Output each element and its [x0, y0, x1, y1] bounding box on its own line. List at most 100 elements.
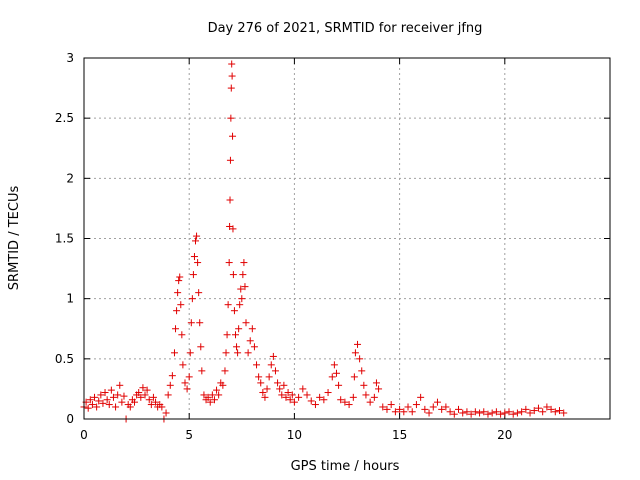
data-point: [257, 379, 265, 387]
data-point: [417, 393, 425, 401]
y-tick-label: 1: [66, 292, 74, 306]
data-point: [158, 403, 166, 411]
data-point: [101, 389, 109, 397]
data-point: [442, 403, 450, 411]
data-point: [455, 405, 463, 413]
data-point: [539, 408, 547, 416]
data-point: [438, 405, 446, 413]
data-point: [328, 373, 336, 381]
data-point: [480, 408, 488, 416]
y-axis-label: SRMTID / TECUs: [7, 186, 22, 291]
grid-lines: [84, 58, 610, 419]
data-point: [429, 403, 437, 411]
data-point: [288, 391, 296, 399]
data-point: [190, 253, 198, 261]
data-point: [99, 399, 107, 407]
data-point: [307, 397, 315, 405]
x-tick-label: 15: [392, 428, 407, 442]
data-point: [172, 325, 180, 333]
data-point: [206, 398, 214, 406]
data-point: [543, 403, 551, 411]
data-point: [197, 343, 205, 351]
data-point: [229, 271, 237, 279]
data-point: [143, 386, 151, 394]
data-point: [372, 379, 380, 387]
data-point: [253, 361, 261, 369]
data-point: [236, 301, 244, 309]
data-point: [366, 398, 374, 406]
data-point: [192, 237, 200, 245]
data-point: [261, 393, 269, 401]
x-tick-label: 0: [80, 428, 88, 442]
data-point: [118, 398, 126, 406]
x-axis-label: GPS time / hours: [291, 459, 400, 474]
data-point: [332, 369, 340, 377]
data-point: [194, 259, 202, 267]
data-point: [210, 396, 218, 404]
data-point: [471, 408, 479, 416]
data-point: [137, 393, 145, 401]
data-point: [88, 401, 96, 409]
data-point: [280, 381, 288, 389]
data-point: [509, 410, 517, 418]
data-point: [213, 386, 221, 394]
data-point: [193, 232, 201, 240]
data-point: [286, 396, 294, 404]
data-point: [560, 409, 568, 417]
data-point: [229, 225, 237, 233]
data-point: [467, 410, 475, 418]
data-point: [295, 393, 303, 401]
data-point: [179, 361, 187, 369]
data-point: [84, 404, 92, 412]
data-point: [518, 408, 526, 416]
data-point: [222, 349, 230, 357]
data-point: [230, 307, 238, 315]
data-point: [185, 373, 193, 381]
data-point: [135, 389, 143, 397]
data-point: [267, 361, 275, 369]
data-point: [391, 408, 399, 416]
data-point: [186, 349, 194, 357]
data-point: [200, 391, 208, 399]
data-point: [225, 259, 233, 267]
y-tick-label: 1.5: [55, 232, 74, 246]
data-point: [450, 410, 458, 418]
data-point: [227, 114, 235, 122]
data-point: [149, 393, 157, 401]
data-point: [228, 60, 236, 68]
data-point: [255, 373, 263, 381]
data-point: [181, 379, 189, 387]
plot-frame: [83, 57, 611, 420]
data-point: [189, 271, 197, 279]
data-point: [358, 367, 366, 375]
data-point: [284, 389, 292, 397]
data-point: [139, 384, 147, 392]
data-point: [242, 319, 250, 327]
data-point: [86, 396, 94, 404]
data-point: [356, 355, 364, 363]
data-point: [162, 409, 170, 417]
data-point: [183, 385, 191, 393]
data-point: [237, 285, 245, 293]
data-point: [188, 295, 196, 303]
data-point: [196, 319, 204, 327]
chart-title: Day 276 of 2021, SRMTID for receiver jfn…: [208, 21, 483, 36]
data-point: [223, 331, 231, 339]
data-point: [337, 396, 345, 404]
data-point: [530, 407, 538, 415]
data-point: [227, 84, 235, 92]
data-point: [234, 349, 242, 357]
data-point: [177, 301, 185, 309]
data-point: [362, 391, 370, 399]
y-tick-label: 3: [66, 51, 74, 65]
data-point: [107, 386, 115, 394]
data-point: [400, 408, 408, 416]
data-point: [556, 407, 564, 415]
data-point: [303, 391, 311, 399]
data-point: [244, 349, 252, 357]
data-point: [109, 393, 117, 401]
x-tick-label: 20: [497, 428, 512, 442]
data-point: [168, 372, 176, 380]
data-point: [370, 393, 378, 401]
